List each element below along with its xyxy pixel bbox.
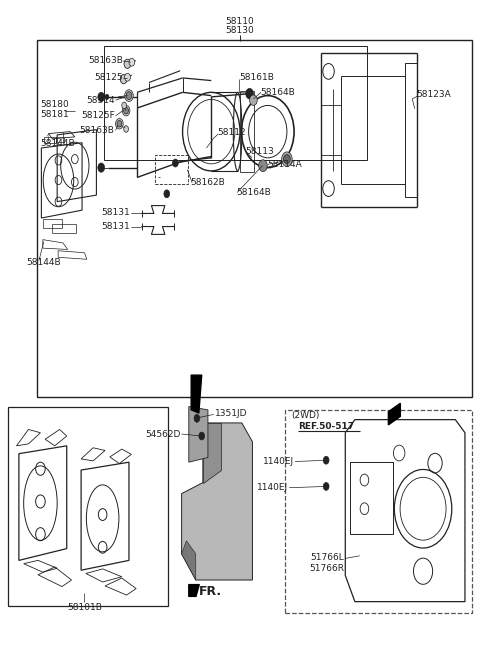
Bar	[52, 224, 76, 233]
Text: 58125: 58125	[94, 73, 123, 83]
Circle shape	[282, 152, 292, 167]
Circle shape	[120, 75, 127, 84]
Bar	[36, 40, 472, 397]
Text: REF.50-517: REF.50-517	[299, 422, 355, 432]
Polygon shape	[191, 375, 202, 413]
Text: 58164B: 58164B	[260, 88, 295, 97]
Circle shape	[164, 190, 169, 197]
Text: (2WD): (2WD)	[292, 411, 320, 420]
Text: 58144B: 58144B	[26, 258, 60, 267]
Text: 58112: 58112	[217, 129, 246, 137]
Bar	[56, 137, 64, 142]
Circle shape	[124, 126, 129, 133]
Text: 58163B: 58163B	[88, 56, 123, 66]
Circle shape	[172, 159, 178, 167]
Circle shape	[116, 119, 123, 129]
Text: 1140EJ: 1140EJ	[257, 483, 288, 492]
Circle shape	[122, 106, 130, 116]
Circle shape	[98, 92, 105, 102]
Circle shape	[124, 59, 131, 68]
Text: 58131: 58131	[101, 222, 130, 231]
Text: 1140EJ: 1140EJ	[263, 457, 294, 466]
Circle shape	[117, 121, 122, 127]
Bar	[286, 410, 472, 613]
Bar	[155, 155, 188, 184]
Text: 58163B: 58163B	[80, 126, 115, 134]
Circle shape	[129, 58, 135, 66]
Text: 58123A: 58123A	[416, 91, 451, 100]
Text: 58144B: 58144B	[40, 139, 74, 148]
Circle shape	[125, 90, 133, 102]
Circle shape	[124, 108, 129, 114]
Circle shape	[323, 457, 329, 464]
Text: 58130: 58130	[226, 26, 254, 35]
Circle shape	[199, 432, 204, 440]
Text: 58314: 58314	[86, 96, 115, 105]
Polygon shape	[388, 403, 400, 425]
Text: 58114A: 58114A	[267, 160, 301, 169]
Polygon shape	[189, 407, 208, 462]
Polygon shape	[181, 423, 252, 580]
Text: 58125F: 58125F	[81, 112, 115, 121]
Text: 58162B: 58162B	[191, 178, 226, 187]
Bar	[405, 63, 417, 197]
Text: 58101B: 58101B	[67, 603, 102, 612]
Text: 58131: 58131	[101, 209, 130, 217]
Text: 58180: 58180	[40, 100, 69, 109]
Bar	[44, 137, 56, 144]
Circle shape	[323, 483, 329, 490]
Bar	[104, 46, 367, 161]
Polygon shape	[189, 584, 199, 596]
Polygon shape	[203, 423, 221, 483]
Circle shape	[125, 73, 131, 81]
Circle shape	[284, 155, 290, 164]
Circle shape	[105, 94, 109, 100]
Circle shape	[98, 163, 105, 173]
Circle shape	[126, 92, 132, 100]
Bar	[8, 407, 168, 606]
Text: FR.: FR.	[199, 585, 222, 598]
Text: 51766L: 51766L	[311, 552, 344, 562]
Text: 58110: 58110	[226, 17, 254, 26]
Text: 58161B: 58161B	[239, 73, 274, 83]
Text: 51766R: 51766R	[309, 564, 344, 573]
Circle shape	[194, 415, 200, 422]
Circle shape	[246, 89, 253, 99]
Text: 1351JD: 1351JD	[215, 409, 247, 418]
Circle shape	[259, 160, 267, 172]
Text: 54562D: 54562D	[145, 430, 180, 439]
Circle shape	[122, 102, 127, 109]
Text: 58181: 58181	[40, 110, 69, 119]
Text: 58113: 58113	[245, 147, 274, 155]
Circle shape	[250, 95, 257, 106]
Bar	[350, 462, 393, 534]
Bar	[43, 219, 62, 228]
Polygon shape	[181, 541, 196, 580]
Text: 58164B: 58164B	[236, 188, 271, 197]
